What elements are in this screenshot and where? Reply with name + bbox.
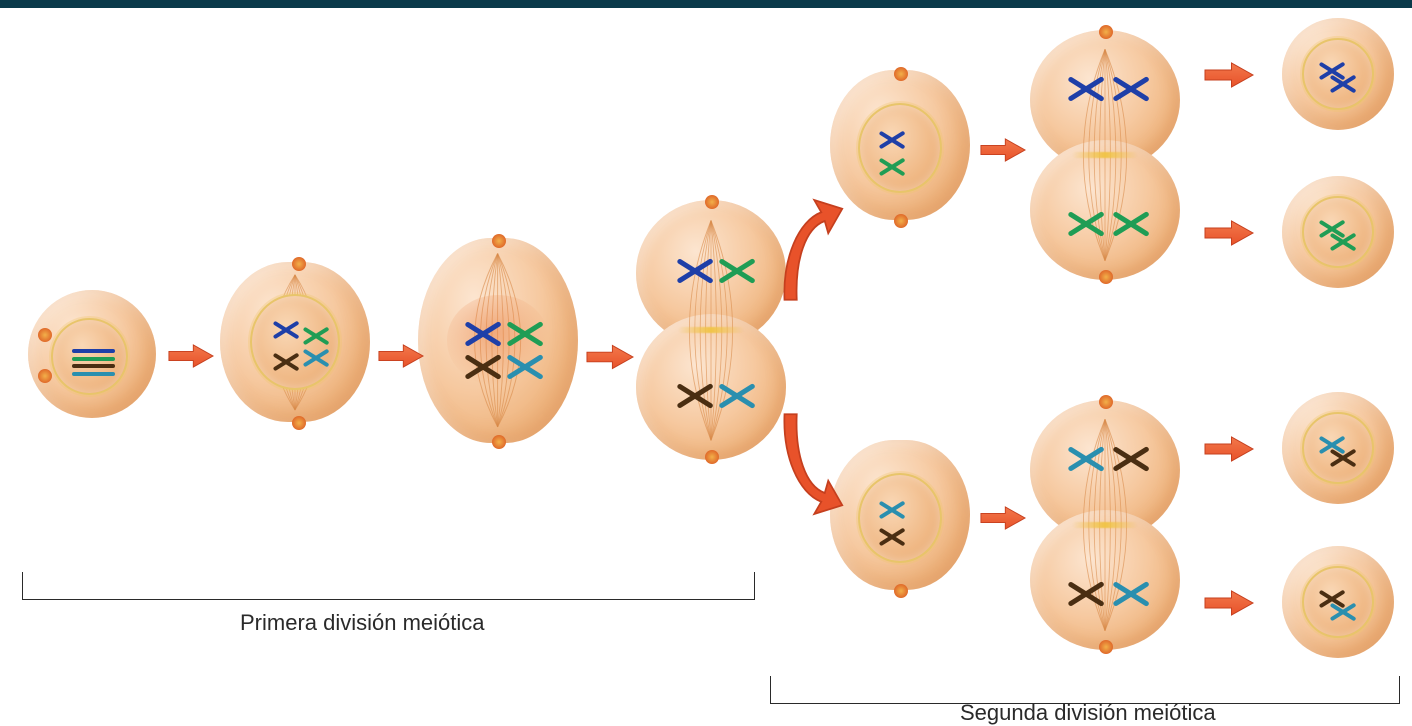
arrow-straight [378,338,424,374]
cell-interphase [28,290,156,418]
cell-prophase2a [830,70,970,220]
chromosome-blue [1331,74,1355,94]
label-second-division: Segunda división meiótica [960,700,1216,726]
chromosome-teal [1069,445,1103,473]
arrow-straight [980,132,1026,168]
cell-d2b1 [1282,392,1394,504]
chromosome-teal [880,500,904,520]
cell-telophase1 [636,200,786,460]
cell-d2a2 [1282,176,1394,288]
arrow-straight [586,338,634,376]
chromosome-blue [1114,75,1148,103]
meiosis-diagram [0,0,1412,725]
cell-ana2a [1030,30,1180,280]
chromosome-green [880,157,904,177]
chromosome-brown [1114,445,1148,473]
chromosome-teal [720,382,754,410]
arrow-straight [1200,434,1258,464]
chromosome-brown [274,352,298,372]
chromosome-green [1331,232,1355,252]
cell-prophase1 [220,262,370,422]
bracket-first-division [22,572,755,600]
arrow-straight [1200,218,1258,248]
chromosome-teal [304,348,328,368]
arrow-straight [1200,60,1258,90]
chromosome-green [1069,210,1103,238]
chromosome-teal [508,353,542,381]
chromosome-blue [880,130,904,150]
chromosome-blue [1069,75,1103,103]
chromosome-brown [880,527,904,547]
cell-d2b2 [1282,546,1394,658]
cell-metaphase1 [418,238,578,443]
arrow-curve-down [774,410,844,520]
arrow-curve-up [774,194,844,304]
arrow-straight [168,338,214,374]
chromosome-teal [1331,602,1355,622]
chromosome-green [1114,210,1148,238]
chromosome-blue [678,257,712,285]
cell-d2a1 [1282,18,1394,130]
chromosome-green [304,326,328,346]
arrow-straight [980,500,1026,536]
arrow-straight [1200,588,1258,618]
chromosome-green [720,257,754,285]
chromosome-brown [1069,580,1103,608]
label-first-division: Primera división meiótica [240,610,485,636]
chromosome-brown [678,382,712,410]
cell-prophase2b [830,440,970,590]
chromosome-green [508,320,542,348]
chromosome-teal [1114,580,1148,608]
chromosome-blue [466,320,500,348]
chromosome-brown [1331,448,1355,468]
chromosome-blue [274,320,298,340]
cell-ana2b [1030,400,1180,650]
chromosome-brown [466,353,500,381]
